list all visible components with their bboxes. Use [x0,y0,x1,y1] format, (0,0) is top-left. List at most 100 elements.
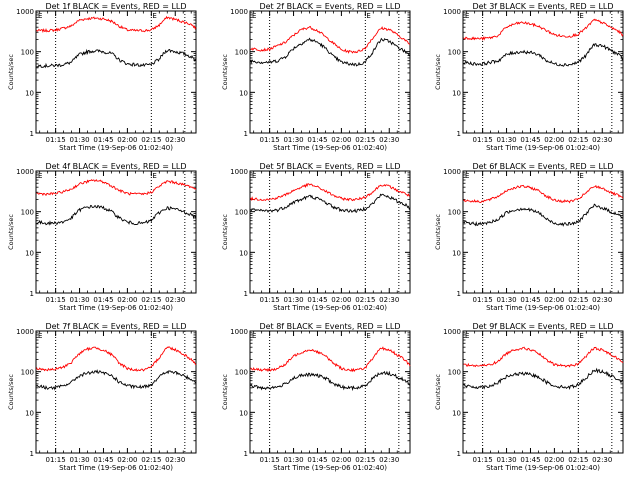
y-tick-label: 10 [452,409,461,417]
panel-4: Det 4f BLACK = Events, RED = LLD 1 10 100 10… [7,162,197,312]
panel-title: Det 5f BLACK = Events, RED = LLD [259,162,400,171]
x-tick-label: 02:00 [331,296,351,304]
marker-flag-label: E [465,172,469,180]
series-events-line [463,367,624,390]
x-tick-label: 02:30 [165,456,185,464]
y-tick-label: 10 [452,89,461,97]
y-tick-label: 10 [25,89,34,97]
y-axis-label: Counts/sec [7,214,15,250]
marker-flag-label: E [366,172,370,180]
panel-5: Det 5f BLACK = Events, RED = LLD 1 10 100 10… [221,162,411,312]
marker-flag-label: E [152,332,156,340]
y-tick-label: 100 [235,209,248,217]
x-tick-label: 02:30 [165,136,185,144]
series-lld-line [463,18,624,41]
x-tick-label: 01:45 [93,456,113,464]
panel-title: Det 2f BLACK = Events, RED = LLD [259,2,400,11]
y-tick-label: 1000 [443,8,461,16]
x-axis-label: Start Time (19-Sep-06 01:02:40) [486,304,600,312]
y-tick-label: 1 [457,290,461,298]
x-tick-label: 01:45 [520,296,540,304]
y-axis-label: Counts/sec [434,374,442,410]
panel-title: Det 6f BLACK = Events, RED = LLD [472,162,613,171]
x-tick-label: 02:15 [568,296,588,304]
panel-6: Det 6f BLACK = Events, RED = LLD 1 10 100 10… [434,162,624,312]
panel-2: Det 2f BLACK = Events, RED = LLD 1 10 100 10… [221,2,411,152]
x-tick-label: 01:30 [496,456,516,464]
x-tick-label: 01:15 [46,136,66,144]
y-tick-label: 1 [30,290,34,298]
panel-1: Det 1f BLACK = Events, RED = LLD 1 10 100 10… [7,2,197,152]
plot-frame [249,330,411,454]
marker-flag-label: E [152,172,156,180]
panel-7: Det 7f BLACK = Events, RED = LLD 1 10 100 10… [7,322,197,472]
x-tick-label: 02:00 [544,456,564,464]
marker-flag-label: E [252,12,256,20]
y-tick-label: 100 [235,49,248,57]
marker-flag-label: E [465,12,469,20]
x-tick-label: 01:45 [93,136,113,144]
x-tick-label: 01:15 [260,136,280,144]
x-tick-label: 01:30 [69,456,89,464]
plot-frame [462,10,624,134]
x-axis-label: Start Time (19-Sep-06 01:02:40) [486,464,600,472]
x-tick-label: 02:30 [379,456,399,464]
y-tick-label: 1 [30,130,34,138]
marker-flag-label: E [366,12,370,20]
x-tick-label: 02:00 [331,456,351,464]
x-tick-label: 01:30 [283,296,303,304]
marker-flag-label: E [38,172,42,180]
x-tick-label: 02:30 [592,456,612,464]
y-tick-label: 1000 [230,328,248,336]
y-tick-label: 1000 [230,8,248,16]
panel-8: Det 8f BLACK = Events, RED = LLD 1 10 100 10… [221,322,411,472]
panel-title: Det 1f BLACK = Events, RED = LLD [45,2,186,11]
x-axis-label: Start Time (19-Sep-06 01:02:40) [273,304,387,312]
x-tick-label: 02:00 [117,296,137,304]
x-tick-label: 01:30 [283,136,303,144]
x-axis-label: Start Time (19-Sep-06 01:02:40) [59,464,173,472]
y-tick-label: 10 [239,89,248,97]
x-tick-label: 02:15 [568,456,588,464]
x-tick-label: 02:00 [331,136,351,144]
series-lld-line [250,346,411,373]
x-tick-label: 02:30 [165,296,185,304]
y-tick-label: 1000 [230,168,248,176]
y-tick-label: 100 [21,49,34,57]
series-lld-line [36,179,197,197]
y-tick-label: 1 [244,450,248,458]
y-axis-label: Counts/sec [434,214,442,250]
x-tick-label: 01:45 [307,296,327,304]
x-tick-label: 01:15 [260,456,280,464]
marker-flag-label: E [38,332,42,340]
marker-flag-label: E [579,172,583,180]
y-tick-label: 100 [448,209,461,217]
x-tick-label: 01:30 [283,456,303,464]
x-axis-label: Start Time (19-Sep-06 01:02:40) [59,304,173,312]
y-tick-label: 1 [457,130,461,138]
y-tick-label: 100 [448,369,461,377]
x-axis-label: Start Time (19-Sep-06 01:02:40) [486,144,600,152]
series-lld-line [463,346,624,368]
x-tick-label: 01:45 [93,296,113,304]
series-lld-line [36,15,197,34]
marker-flag-label: E [465,332,469,340]
plot-frame [35,330,197,454]
y-tick-label: 1 [244,290,248,298]
x-tick-label: 01:15 [260,296,280,304]
y-tick-label: 10 [239,409,248,417]
x-tick-label: 02:00 [117,136,137,144]
marker-flag-label: E [579,332,583,340]
y-tick-label: 10 [239,249,248,257]
series-events-line [250,37,411,67]
x-tick-label: 01:45 [520,456,540,464]
y-tick-label: 1 [244,130,248,138]
x-tick-label: 02:15 [355,136,375,144]
y-tick-label: 10 [452,249,461,257]
plot-frame [249,10,411,134]
x-tick-label: 02:15 [355,456,375,464]
series-events-line [463,203,624,227]
series-events-line [250,193,411,213]
plot-frame [35,170,197,294]
series-lld-line [36,346,197,372]
